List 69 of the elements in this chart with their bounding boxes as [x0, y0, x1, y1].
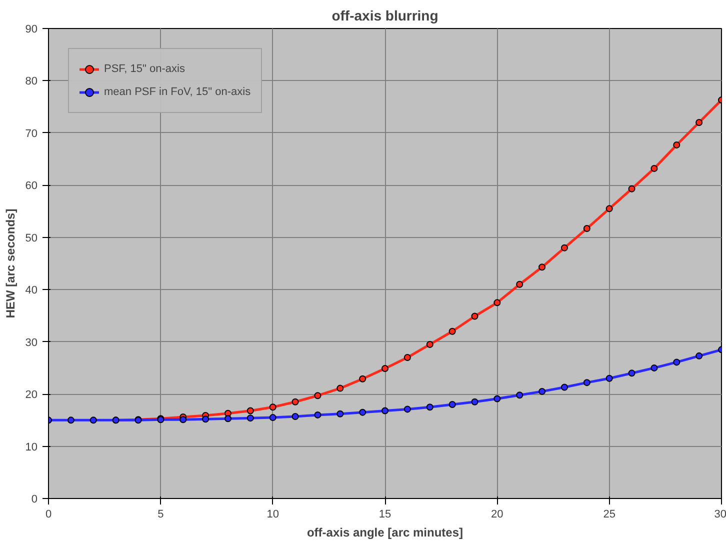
y-tick-label: 80 [25, 76, 38, 88]
point [404, 406, 411, 413]
point [336, 410, 344, 418]
point [426, 404, 434, 411]
y-tick-label: 60 [25, 180, 38, 192]
point [628, 185, 636, 192]
x-tick-label: 0 [45, 508, 52, 520]
point [359, 408, 366, 416]
x-tick-label: 5 [158, 508, 164, 520]
y-tick-label: 70 [25, 128, 38, 140]
y-tick-label: 10 [25, 441, 38, 454]
point [696, 119, 703, 126]
point [696, 352, 703, 360]
point [180, 416, 187, 424]
y-tick-label: 0 [31, 494, 38, 506]
point [426, 340, 434, 348]
x-tick-label: 25 [603, 508, 616, 520]
point [583, 379, 590, 386]
point [471, 398, 478, 406]
point [606, 205, 613, 212]
point [516, 280, 524, 288]
point [269, 414, 276, 422]
point [538, 264, 546, 271]
point [538, 388, 546, 395]
legend-label: PSF, 15" on-axis [104, 63, 185, 75]
y-tick-label: 30 [25, 336, 38, 349]
point [269, 404, 276, 411]
point [404, 354, 411, 361]
x-tick-label: 10 [266, 508, 279, 520]
point [560, 244, 568, 252]
point [292, 413, 299, 420]
point [336, 384, 344, 392]
point [292, 398, 299, 406]
point [202, 416, 210, 423]
point [314, 411, 322, 418]
point [382, 407, 388, 414]
x-tick-label: 15 [378, 508, 392, 520]
point [382, 364, 388, 372]
y-tick-label: 50 [25, 232, 38, 244]
point [673, 358, 680, 366]
point [494, 395, 501, 402]
y-tick-label: 90 [25, 24, 38, 36]
point [359, 375, 366, 382]
point [650, 164, 658, 172]
point [448, 328, 456, 335]
point [583, 225, 590, 232]
point [224, 415, 232, 422]
point [560, 384, 568, 391]
point [67, 416, 74, 424]
x-axis-title: off-axis angle [arc minutes] [306, 526, 464, 540]
y-tick-label: 20 [25, 389, 38, 402]
point [516, 392, 524, 399]
y-tick-label: 40 [25, 284, 38, 297]
point [628, 370, 636, 377]
point [246, 414, 254, 422]
point [314, 392, 322, 400]
point [246, 407, 254, 414]
point [471, 312, 478, 320]
x-tick-label: 30 [714, 508, 726, 520]
point [606, 374, 613, 382]
chart-title: off-axis blurring [332, 8, 438, 24]
x-tick-label: 20 [491, 508, 504, 520]
y-axis-title: HEW [arc seconds] [3, 208, 18, 318]
point [673, 141, 680, 148]
legend-label: mean PSF in FoV, 15" on-axis [104, 86, 251, 98]
point [494, 299, 501, 306]
point [448, 401, 456, 408]
point [90, 416, 97, 424]
point [650, 364, 658, 372]
